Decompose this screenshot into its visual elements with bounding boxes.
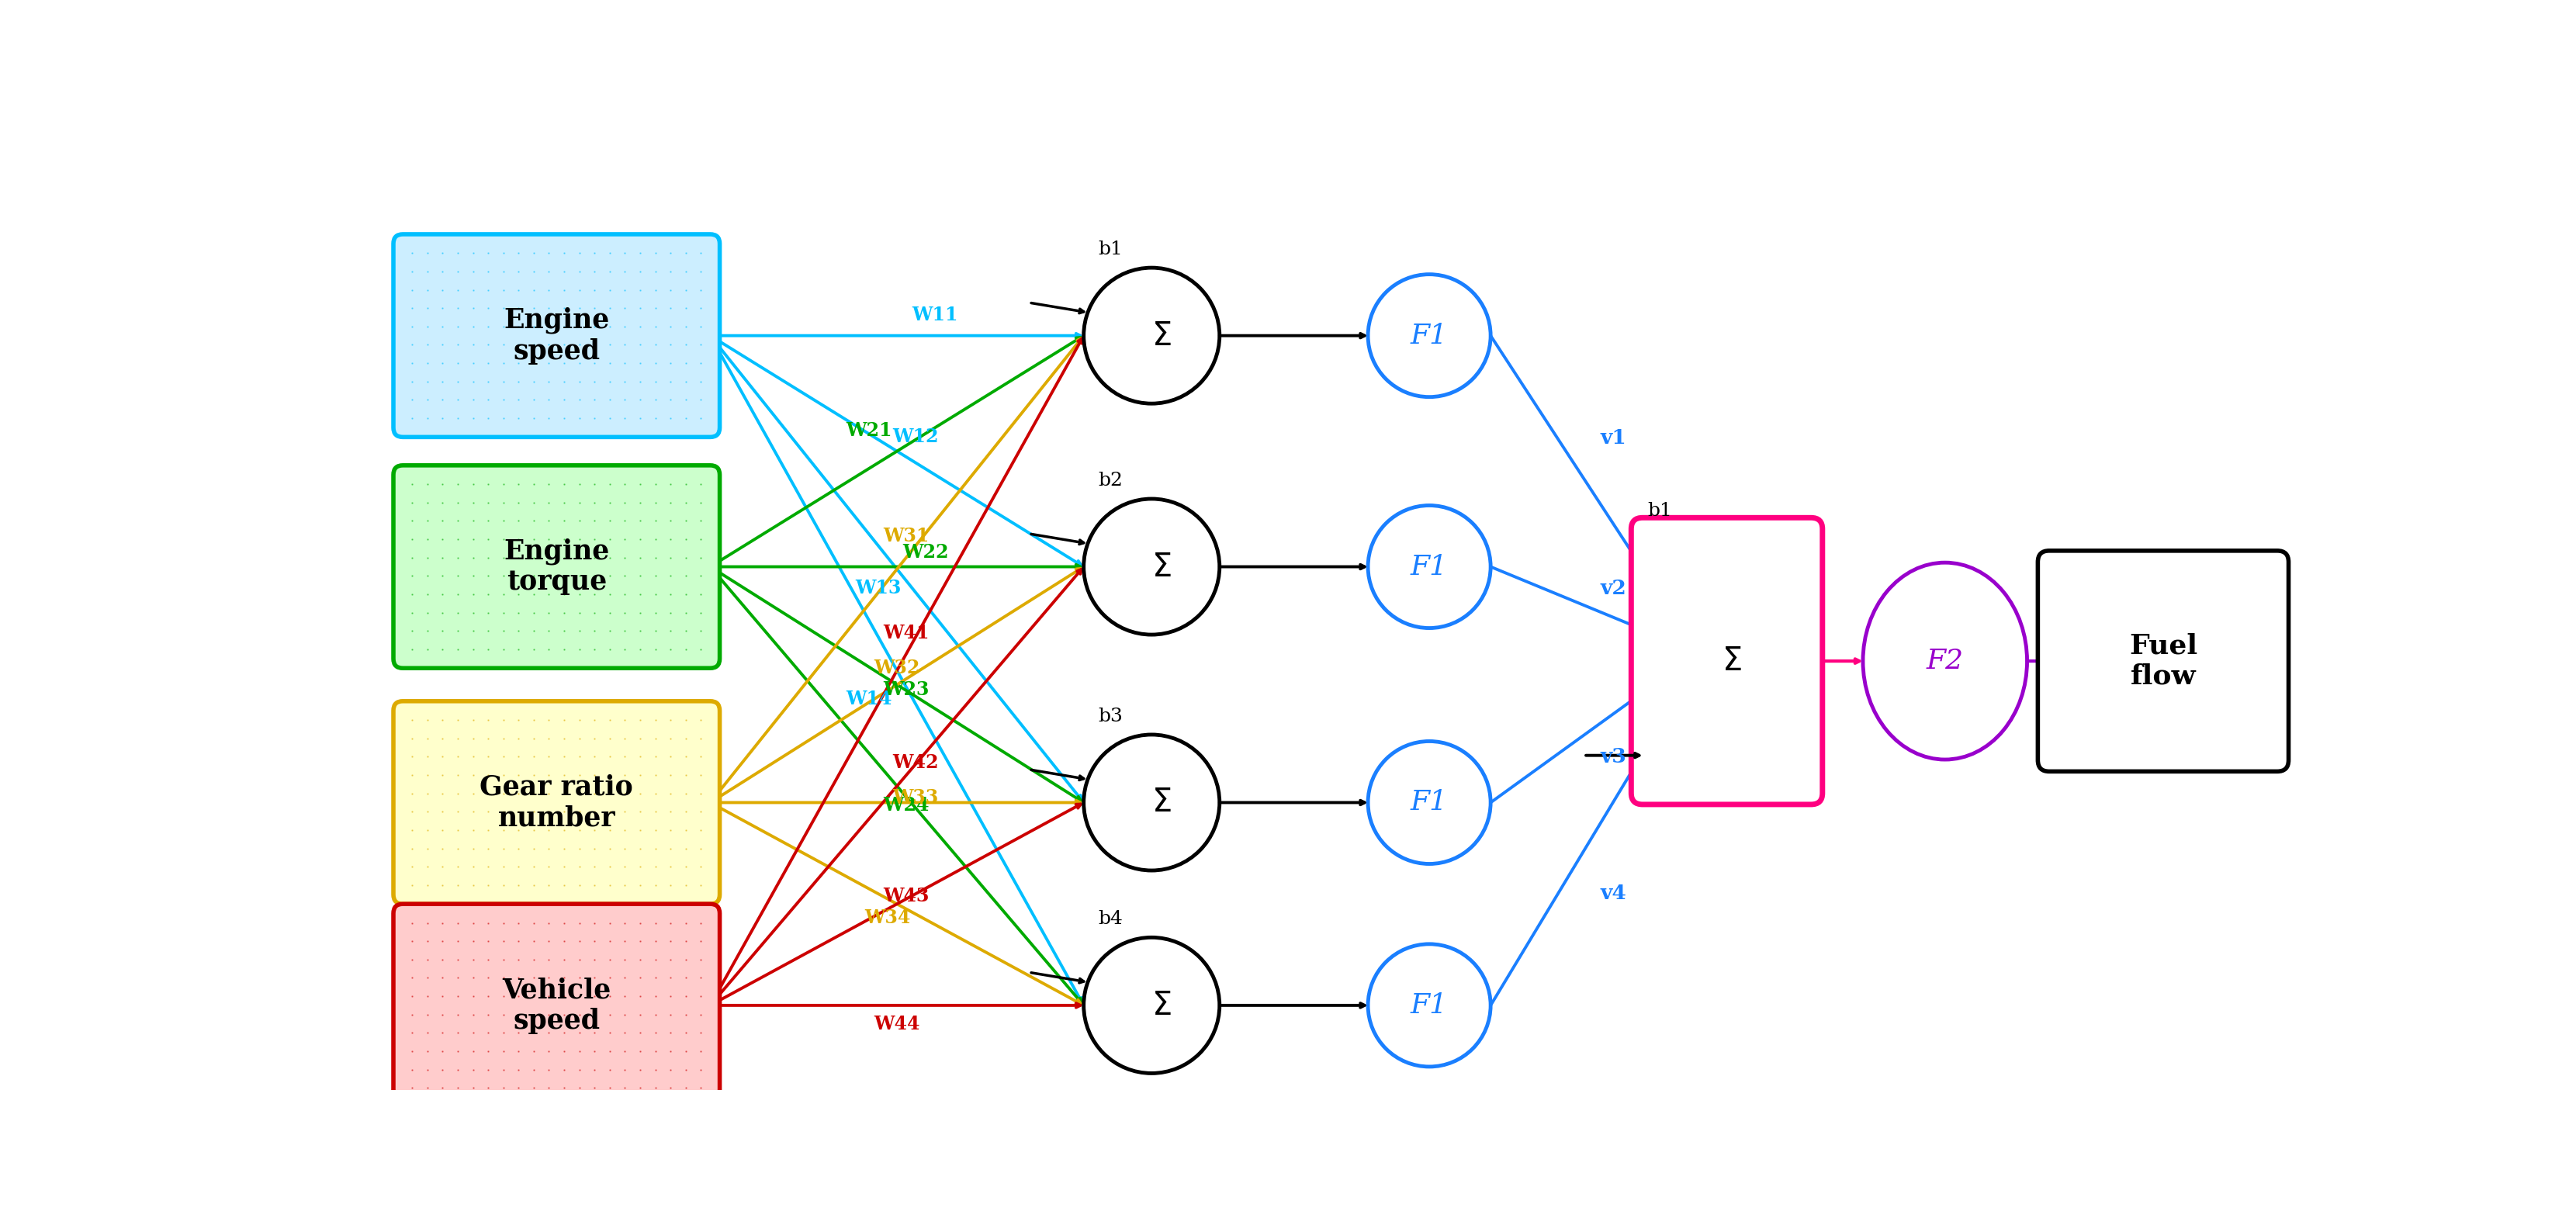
Text: v3: v3: [1600, 747, 1628, 767]
Text: W31: W31: [884, 527, 930, 545]
Text: F1: F1: [1412, 992, 1448, 1018]
Text: b4: b4: [1097, 910, 1123, 929]
Text: W22: W22: [902, 544, 948, 562]
FancyBboxPatch shape: [394, 701, 719, 904]
Text: W23: W23: [884, 680, 930, 698]
FancyBboxPatch shape: [1631, 518, 1821, 805]
FancyBboxPatch shape: [394, 465, 719, 668]
Text: F2: F2: [1927, 648, 1963, 674]
Text: W44: W44: [873, 1016, 920, 1034]
Text: W24: W24: [884, 795, 930, 815]
FancyBboxPatch shape: [394, 904, 719, 1106]
Text: $\Sigma$: $\Sigma$: [1151, 550, 1172, 583]
Text: W13: W13: [855, 578, 902, 598]
FancyBboxPatch shape: [2038, 551, 2287, 772]
Text: Fuel
flow: Fuel flow: [2128, 632, 2197, 690]
Text: b1: b1: [1646, 502, 1672, 519]
Text: $\Sigma$: $\Sigma$: [1151, 989, 1172, 1022]
Text: v1: v1: [1600, 429, 1628, 447]
Text: W41: W41: [884, 624, 930, 642]
Text: b3: b3: [1097, 707, 1123, 725]
Text: b2: b2: [1097, 472, 1123, 490]
Text: v2: v2: [1600, 579, 1628, 598]
Text: Engine
speed: Engine speed: [505, 307, 611, 364]
Text: $\Sigma$: $\Sigma$: [1151, 320, 1172, 352]
Text: W11: W11: [912, 305, 958, 325]
Text: Gear ratio
number: Gear ratio number: [479, 774, 634, 831]
Text: W42: W42: [894, 753, 938, 772]
Text: b1: b1: [1097, 240, 1123, 258]
FancyBboxPatch shape: [394, 234, 719, 437]
Text: Vehicle
speed: Vehicle speed: [502, 976, 611, 1034]
Text: v4: v4: [1600, 884, 1628, 903]
Text: W14: W14: [845, 690, 891, 708]
Text: $\Sigma$: $\Sigma$: [1721, 644, 1741, 677]
Text: W21: W21: [845, 421, 891, 440]
Text: $\Sigma$: $\Sigma$: [1151, 786, 1172, 818]
Text: F1: F1: [1412, 789, 1448, 816]
Text: Engine
torque: Engine torque: [505, 538, 611, 595]
Text: F1: F1: [1412, 554, 1448, 579]
Text: W32: W32: [873, 658, 920, 677]
Text: W12: W12: [894, 428, 938, 446]
Text: W43: W43: [884, 887, 930, 905]
Text: F1: F1: [1412, 322, 1448, 349]
Text: W34: W34: [866, 909, 909, 927]
Text: W33: W33: [894, 789, 938, 807]
